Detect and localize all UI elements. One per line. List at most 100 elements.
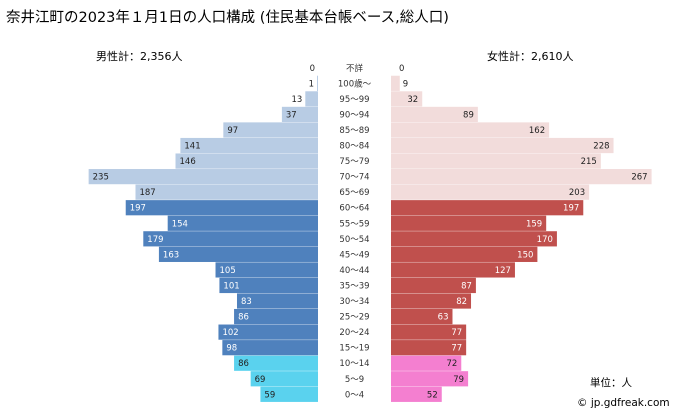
male-value-15: 83 <box>241 297 252 307</box>
male-value-20: 69 <box>255 375 266 385</box>
female-value-16: 63 <box>438 313 449 323</box>
age-label-6: 75～79 <box>339 157 369 167</box>
male-bar-17 <box>218 324 318 340</box>
age-label-10: 55～59 <box>339 219 369 229</box>
age-label-21: 0～4 <box>345 390 364 400</box>
age-label-0: 不詳 <box>346 63 364 74</box>
credit-text: © jp.gdfreak.com <box>577 397 670 409</box>
male-bar-8 <box>135 184 318 200</box>
male-value-4: 97 <box>227 126 238 136</box>
male-bar-20 <box>250 371 318 387</box>
female-value-15: 82 <box>456 297 467 307</box>
age-label-11: 50～54 <box>339 235 369 245</box>
male-value-1: 1 <box>309 79 314 89</box>
female-value-18: 77 <box>451 344 462 354</box>
female-bar-17 <box>391 324 467 340</box>
age-label-20: 5～9 <box>345 375 364 385</box>
male-bar-7 <box>88 169 318 185</box>
female-bar-5 <box>391 137 614 154</box>
female-value-14: 87 <box>461 281 472 291</box>
female-bar-2 <box>391 91 423 107</box>
male-value-9: 197 <box>130 204 146 214</box>
age-label-16: 25～29 <box>339 313 369 323</box>
age-label-17: 20～24 <box>339 328 369 338</box>
age-label-4: 85～89 <box>339 126 369 136</box>
male-value-8: 187 <box>139 188 155 198</box>
female-value-8: 203 <box>569 188 585 198</box>
male-value-6: 146 <box>180 157 196 167</box>
male-bar-1 <box>317 75 318 91</box>
male-value-11: 179 <box>147 235 163 245</box>
female-bar-9 <box>391 200 584 216</box>
female-value-19: 72 <box>446 359 457 369</box>
female-bar-8 <box>391 184 590 200</box>
female-value-10: 159 <box>526 219 542 229</box>
age-label-18: 15～19 <box>339 344 369 354</box>
female-value-11: 170 <box>537 235 553 245</box>
male-bar-2 <box>305 91 318 107</box>
age-label-12: 45～49 <box>339 250 369 260</box>
male-bar-14 <box>219 277 318 294</box>
male-value-5: 141 <box>184 142 200 152</box>
male-bar-13 <box>215 262 318 278</box>
female-value-3: 89 <box>463 110 474 120</box>
female-bar-1 <box>391 75 400 91</box>
female-bar-3 <box>391 106 478 123</box>
female-value-5: 228 <box>593 142 609 152</box>
female-value-20: 79 <box>453 375 464 385</box>
male-bar-18 <box>222 340 318 356</box>
male-bar-15 <box>236 293 318 309</box>
female-value-0: 0 <box>399 64 404 74</box>
age-label-3: 90～94 <box>339 110 369 120</box>
female-value-13: 127 <box>495 266 511 276</box>
age-label-2: 95～99 <box>339 95 369 105</box>
male-bar-10 <box>167 215 318 231</box>
female-bar-21 <box>391 386 442 402</box>
female-value-12: 150 <box>517 250 533 260</box>
male-bar-11 <box>143 231 318 247</box>
female-value-7: 267 <box>631 173 647 183</box>
male-value-19: 86 <box>238 359 249 369</box>
female-bar-4 <box>391 122 550 138</box>
age-label-7: 70～74 <box>339 173 369 183</box>
male-value-0: 0 <box>310 64 315 74</box>
female-value-4: 162 <box>529 126 545 136</box>
male-value-13: 105 <box>220 266 236 276</box>
female-bar-15 <box>391 293 472 309</box>
male-value-2: 13 <box>291 95 302 105</box>
male-value-7: 235 <box>93 173 109 183</box>
male-value-16: 86 <box>238 313 249 323</box>
female-value-21: 52 <box>427 390 438 400</box>
female-bar-14 <box>391 277 476 294</box>
male-value-12: 163 <box>163 250 179 260</box>
female-bar-12 <box>391 246 538 262</box>
female-bar-13 <box>391 262 515 278</box>
female-bar-16 <box>391 308 453 325</box>
male-value-14: 101 <box>223 281 239 291</box>
age-label-9: 60～64 <box>339 204 369 214</box>
female-bar-18 <box>391 340 467 356</box>
male-bar-6 <box>175 153 318 169</box>
bars-group: 不詳 0 0 100歳～ 1 9 95～99 13 32 90～94 37 89 85～89 97 162 8… <box>88 63 652 402</box>
age-label-15: 30～34 <box>339 297 369 307</box>
male-value-10: 154 <box>172 219 188 229</box>
female-value-1: 9 <box>403 79 408 89</box>
female-bar-11 <box>391 231 557 247</box>
female-value-2: 32 <box>407 95 418 105</box>
female-bar-7 <box>391 169 652 185</box>
age-label-13: 40～44 <box>339 266 369 276</box>
female-value-6: 215 <box>581 157 597 167</box>
male-value-3: 37 <box>286 110 297 120</box>
age-label-19: 10～14 <box>339 359 369 369</box>
male-bar-21 <box>260 386 318 402</box>
male-bar-9 <box>125 200 318 216</box>
male-bar-12 <box>158 246 318 262</box>
female-bar-6 <box>391 153 601 169</box>
male-bar-19 <box>234 355 318 371</box>
male-bar-4 <box>223 122 318 138</box>
female-bar-20 <box>391 371 469 387</box>
chart-title: 奈井江町の2023年１月1日の人口構成 (住民基本台帳ベース,総人口) <box>6 9 449 26</box>
female-total-label: 女性計：2,610人 <box>487 49 574 63</box>
male-bar-5 <box>180 137 318 154</box>
